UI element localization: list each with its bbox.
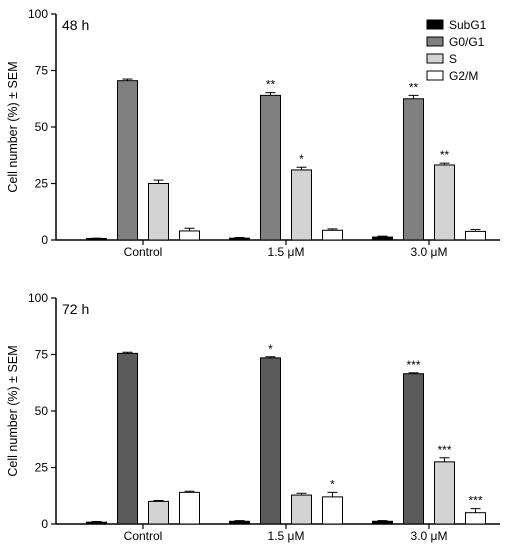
x-tick-label: 3.0 μM bbox=[411, 529, 448, 543]
x-tick-label: Control bbox=[124, 529, 163, 543]
bar-g0-g1-0 bbox=[117, 80, 138, 241]
bar-s-0 bbox=[148, 500, 169, 525]
bar-s-2 bbox=[434, 164, 455, 241]
x-tick-label: 1.5 μM bbox=[268, 529, 305, 543]
bar-s-0 bbox=[148, 183, 169, 241]
legend-label: G0/G1 bbox=[449, 35, 485, 49]
legend-swatch bbox=[426, 53, 444, 64]
significance-mark: *** bbox=[437, 443, 451, 457]
y-axis-label: Cell number (%) ± SEM bbox=[6, 345, 20, 476]
bar-g2-m-0 bbox=[179, 491, 200, 525]
y-tick-label: 75 bbox=[35, 64, 49, 78]
significance-mark: * bbox=[299, 152, 304, 166]
bar-subg1-1 bbox=[229, 520, 250, 525]
bar-g0-g1-1 bbox=[260, 94, 281, 241]
bar-g0-g1-0 bbox=[117, 352, 138, 525]
legend-swatch bbox=[426, 36, 444, 47]
legend: SubG1 G0/G1 S G2/M bbox=[426, 18, 487, 83]
x-tick-label: Control bbox=[124, 245, 163, 259]
significance-mark: ** bbox=[440, 148, 450, 162]
bar-s-2 bbox=[434, 461, 455, 525]
significance-mark: ** bbox=[266, 78, 276, 92]
bar-g0-g1-2 bbox=[403, 373, 424, 525]
y-axis-label: Cell number (%) ± SEM bbox=[6, 61, 20, 192]
y-tick-label: 25 bbox=[35, 177, 49, 191]
y-tick-label: 0 bbox=[41, 517, 48, 531]
y-tick-label: 75 bbox=[35, 348, 49, 362]
bar-subg1-2 bbox=[372, 236, 393, 241]
bar-g0-g1-1 bbox=[260, 357, 281, 525]
legend-swatch bbox=[426, 19, 444, 30]
panel-label: 72 h bbox=[62, 301, 89, 317]
bar-g2-m-0 bbox=[179, 230, 200, 241]
legend-label: S bbox=[449, 52, 457, 66]
significance-mark: ** bbox=[409, 80, 419, 94]
legend-label: SubG1 bbox=[449, 18, 487, 32]
bar-s-1 bbox=[291, 169, 312, 241]
bar-subg1-2 bbox=[372, 520, 393, 525]
significance-mark: * bbox=[330, 477, 335, 491]
significance-mark: * bbox=[268, 342, 273, 356]
y-tick-label: 100 bbox=[28, 291, 48, 305]
chart-panel-2: 0 25 50 75 100 Cell number (%) ± SEM 72 h Contr… bbox=[6, 291, 500, 543]
significance-mark: *** bbox=[468, 494, 482, 508]
bar-g2-m-2 bbox=[465, 230, 486, 241]
legend-swatch bbox=[426, 70, 444, 81]
x-tick-label: 3.0 μM bbox=[411, 245, 448, 259]
bar-g2-m-2 bbox=[465, 512, 486, 525]
y-tick-label: 0 bbox=[41, 233, 48, 247]
legend-label: G2/M bbox=[449, 69, 478, 83]
bar-subg1-1 bbox=[229, 237, 250, 241]
panel-label: 48 h bbox=[62, 17, 89, 33]
y-tick-label: 50 bbox=[35, 120, 49, 134]
bar-subg1-0 bbox=[86, 521, 107, 525]
y-tick-label: 25 bbox=[35, 461, 49, 475]
chart-panel-1: 0 25 50 75 100 Cell number (%) ± SEM 48 h Contr… bbox=[6, 7, 500, 259]
y-tick-label: 50 bbox=[35, 404, 49, 418]
bar-g2-m-1 bbox=[322, 496, 343, 525]
bar-g2-m-1 bbox=[322, 229, 343, 241]
y-tick-label: 100 bbox=[28, 7, 48, 21]
significance-mark: *** bbox=[406, 358, 420, 372]
bar-s-1 bbox=[291, 494, 312, 525]
bar-g0-g1-2 bbox=[403, 98, 424, 241]
x-tick-label: 1.5 μM bbox=[268, 245, 305, 259]
